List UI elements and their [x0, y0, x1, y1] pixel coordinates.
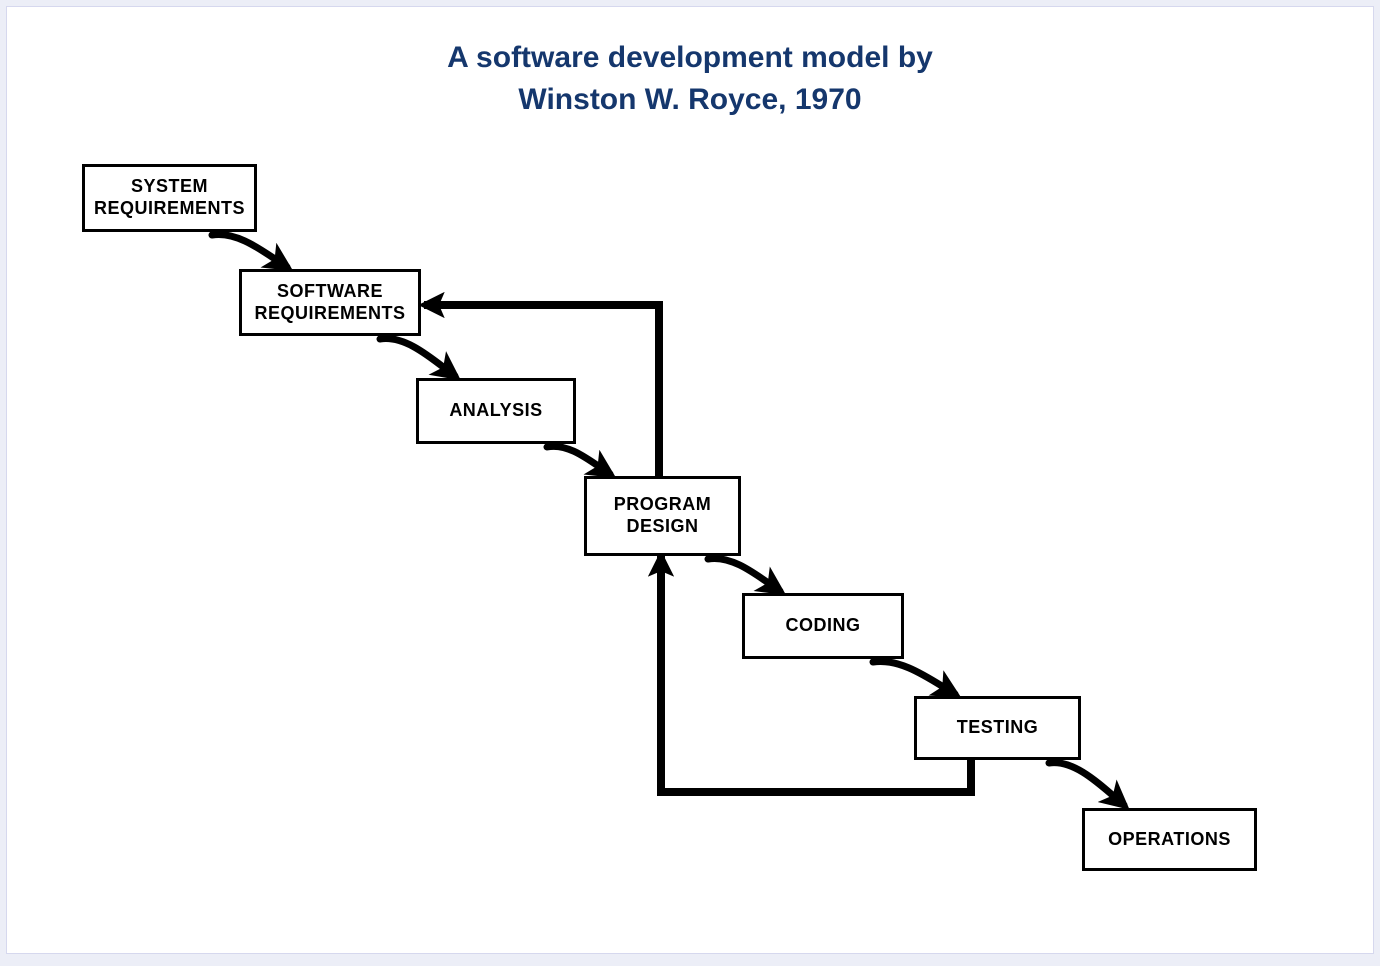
- forward-arrow-system-requirements-to-software-requirements: [212, 234, 287, 267]
- node-label: CODING: [786, 615, 861, 637]
- node-testing: TESTING: [914, 696, 1081, 760]
- node-label: OPERATIONS: [1108, 829, 1231, 851]
- forward-arrow-analysis-to-program-design: [547, 446, 610, 474]
- node-operations: OPERATIONS: [1082, 808, 1257, 871]
- forward-arrow-program-design-to-coding: [708, 558, 780, 591]
- node-label: SYSTEMREQUIREMENTS: [94, 176, 245, 219]
- node-software-requirements: SOFTWAREREQUIREMENTS: [239, 269, 421, 336]
- diagram-frame: A software development model by Winston …: [6, 6, 1374, 954]
- forward-arrow-coding-to-testing: [873, 661, 955, 694]
- node-label: PROGRAMDESIGN: [614, 494, 712, 537]
- forward-arrow-testing-to-operations: [1049, 763, 1124, 805]
- diagram-canvas: SYSTEMREQUIREMENTS SOFTWAREREQUIREMENTS AN…: [7, 7, 1374, 954]
- node-analysis: ANALYSIS: [416, 378, 576, 444]
- node-label: TESTING: [957, 717, 1039, 739]
- forward-arrow-software-requirements-to-analysis: [380, 339, 455, 376]
- node-coding: CODING: [742, 593, 904, 659]
- node-program-design: PROGRAMDESIGN: [584, 476, 741, 556]
- node-label: ANALYSIS: [449, 400, 542, 422]
- node-system-requirements: SYSTEMREQUIREMENTS: [82, 164, 257, 232]
- node-label: SOFTWAREREQUIREMENTS: [254, 281, 405, 324]
